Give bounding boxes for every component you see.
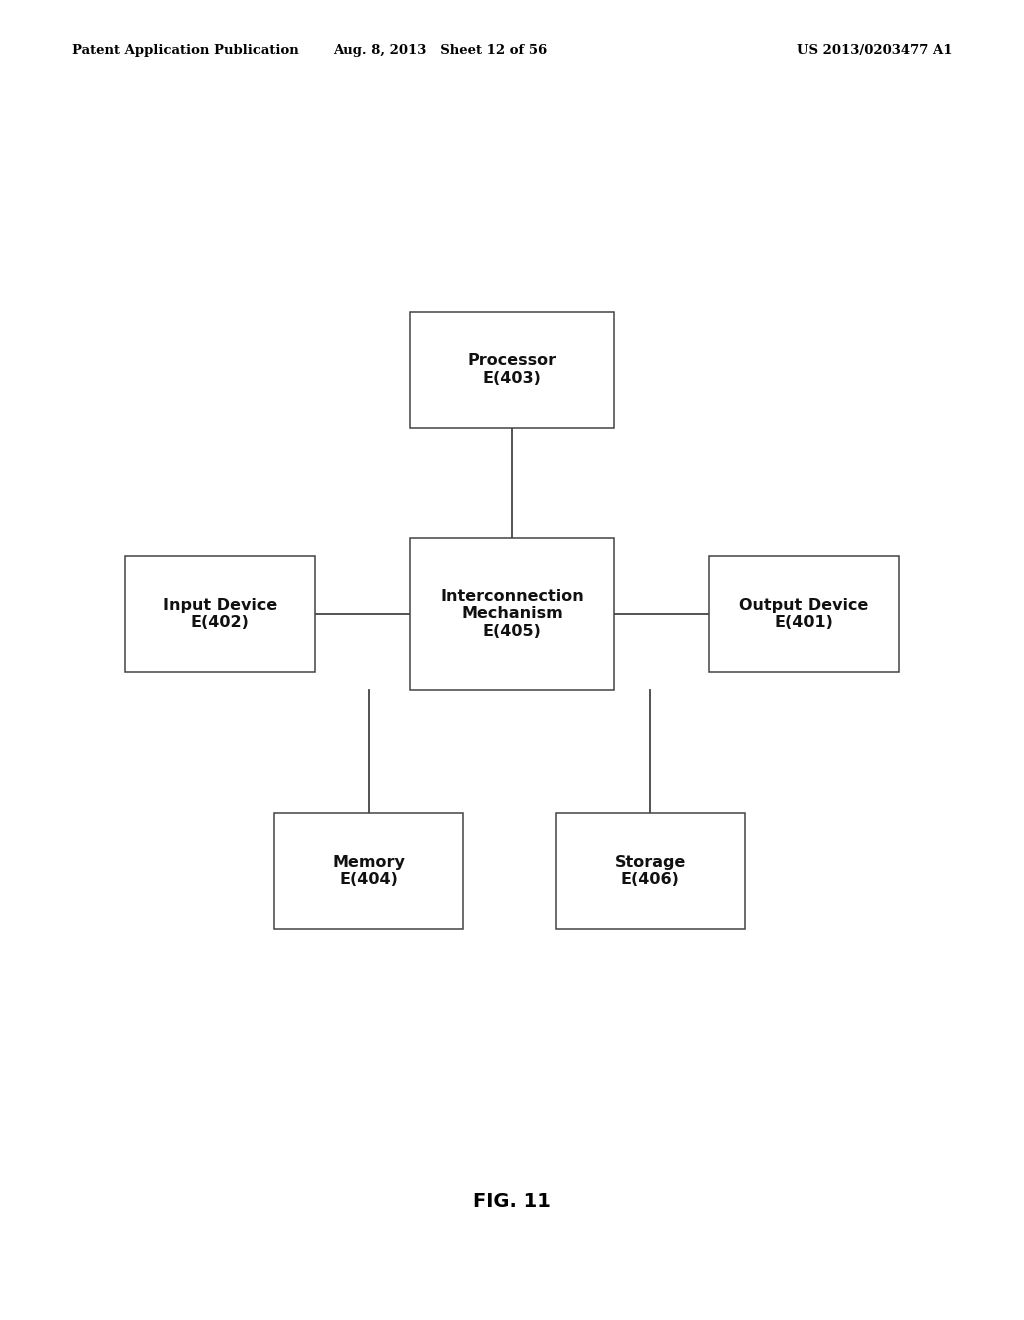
Text: Interconnection
Mechanism
E(405): Interconnection Mechanism E(405) <box>440 589 584 639</box>
FancyBboxPatch shape <box>555 813 745 929</box>
FancyBboxPatch shape <box>410 539 614 689</box>
FancyBboxPatch shape <box>125 556 315 672</box>
Text: Patent Application Publication: Patent Application Publication <box>72 44 298 57</box>
FancyBboxPatch shape <box>273 813 463 929</box>
Text: Input Device
E(402): Input Device E(402) <box>163 598 278 630</box>
Text: Processor
E(403): Processor E(403) <box>467 354 557 385</box>
Text: Memory
E(404): Memory E(404) <box>332 855 406 887</box>
FancyBboxPatch shape <box>709 556 899 672</box>
FancyBboxPatch shape <box>410 312 614 428</box>
Text: FIG. 11: FIG. 11 <box>473 1192 551 1210</box>
Text: Output Device
E(401): Output Device E(401) <box>739 598 868 630</box>
Text: US 2013/0203477 A1: US 2013/0203477 A1 <box>797 44 952 57</box>
Text: Storage
E(406): Storage E(406) <box>614 855 686 887</box>
Text: Aug. 8, 2013   Sheet 12 of 56: Aug. 8, 2013 Sheet 12 of 56 <box>333 44 548 57</box>
